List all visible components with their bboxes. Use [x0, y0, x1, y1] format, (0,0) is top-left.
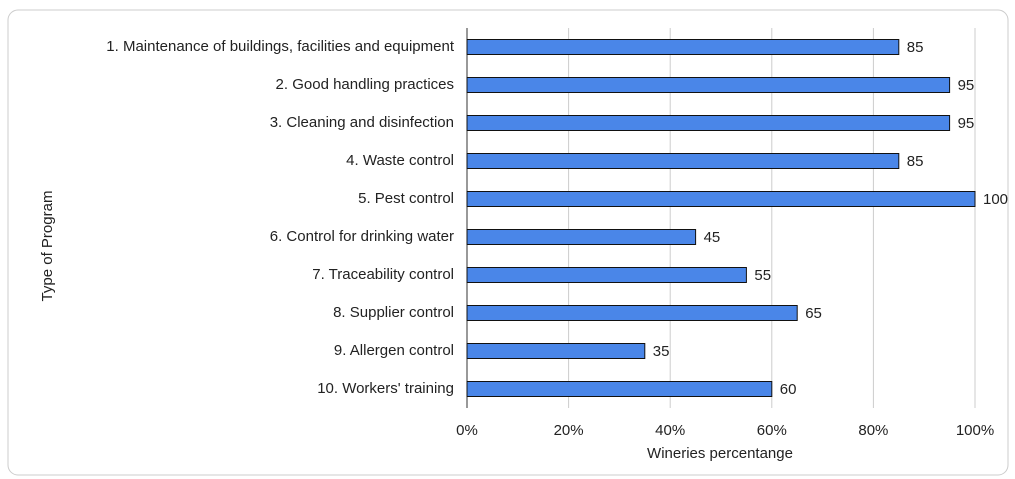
y-tick-label: 10. Workers' training	[317, 380, 454, 397]
y-tick-label: 8. Supplier control	[333, 304, 454, 321]
bar	[466, 39, 900, 55]
bar	[466, 267, 747, 283]
y-tick-label: 7. Traceability control	[312, 266, 454, 283]
data-label: 45	[704, 229, 721, 246]
data-label: 100	[983, 191, 1008, 208]
x-tick-label: 60%	[757, 422, 787, 439]
bar	[466, 77, 951, 93]
y-tick-label: 4. Waste control	[346, 152, 454, 169]
data-label: 60	[780, 381, 797, 398]
x-tick-label: 0%	[456, 422, 478, 439]
data-label: 95	[958, 77, 975, 94]
bar	[466, 153, 900, 169]
bar	[466, 381, 773, 397]
x-tick-label: 40%	[655, 422, 685, 439]
x-axis-label: Wineries percentange	[647, 445, 793, 462]
data-label: 35	[653, 343, 670, 360]
y-axis-label: Type of Program	[39, 191, 56, 302]
data-label: 65	[805, 305, 822, 322]
y-tick-label: 6. Control for drinking water	[270, 228, 454, 245]
x-tick-label: 100%	[956, 422, 994, 439]
data-label: 55	[754, 267, 771, 284]
data-label: 95	[958, 115, 975, 132]
bar	[466, 305, 798, 321]
y-tick-label: 9. Allergen control	[334, 342, 454, 359]
bar	[466, 115, 951, 131]
y-tick-label: 2. Good handling practices	[276, 76, 454, 93]
x-tick-label: 80%	[858, 422, 888, 439]
data-label: 85	[907, 39, 924, 56]
bar	[466, 343, 646, 359]
x-tick-label: 20%	[554, 422, 584, 439]
bar	[466, 191, 976, 207]
y-tick-label: 3. Cleaning and disinfection	[270, 114, 454, 131]
y-tick-label: 1. Maintenance of buildings, facilities …	[106, 38, 455, 55]
data-label: 85	[907, 153, 924, 170]
bar	[466, 229, 697, 245]
y-tick-label: 5. Pest control	[358, 190, 454, 207]
